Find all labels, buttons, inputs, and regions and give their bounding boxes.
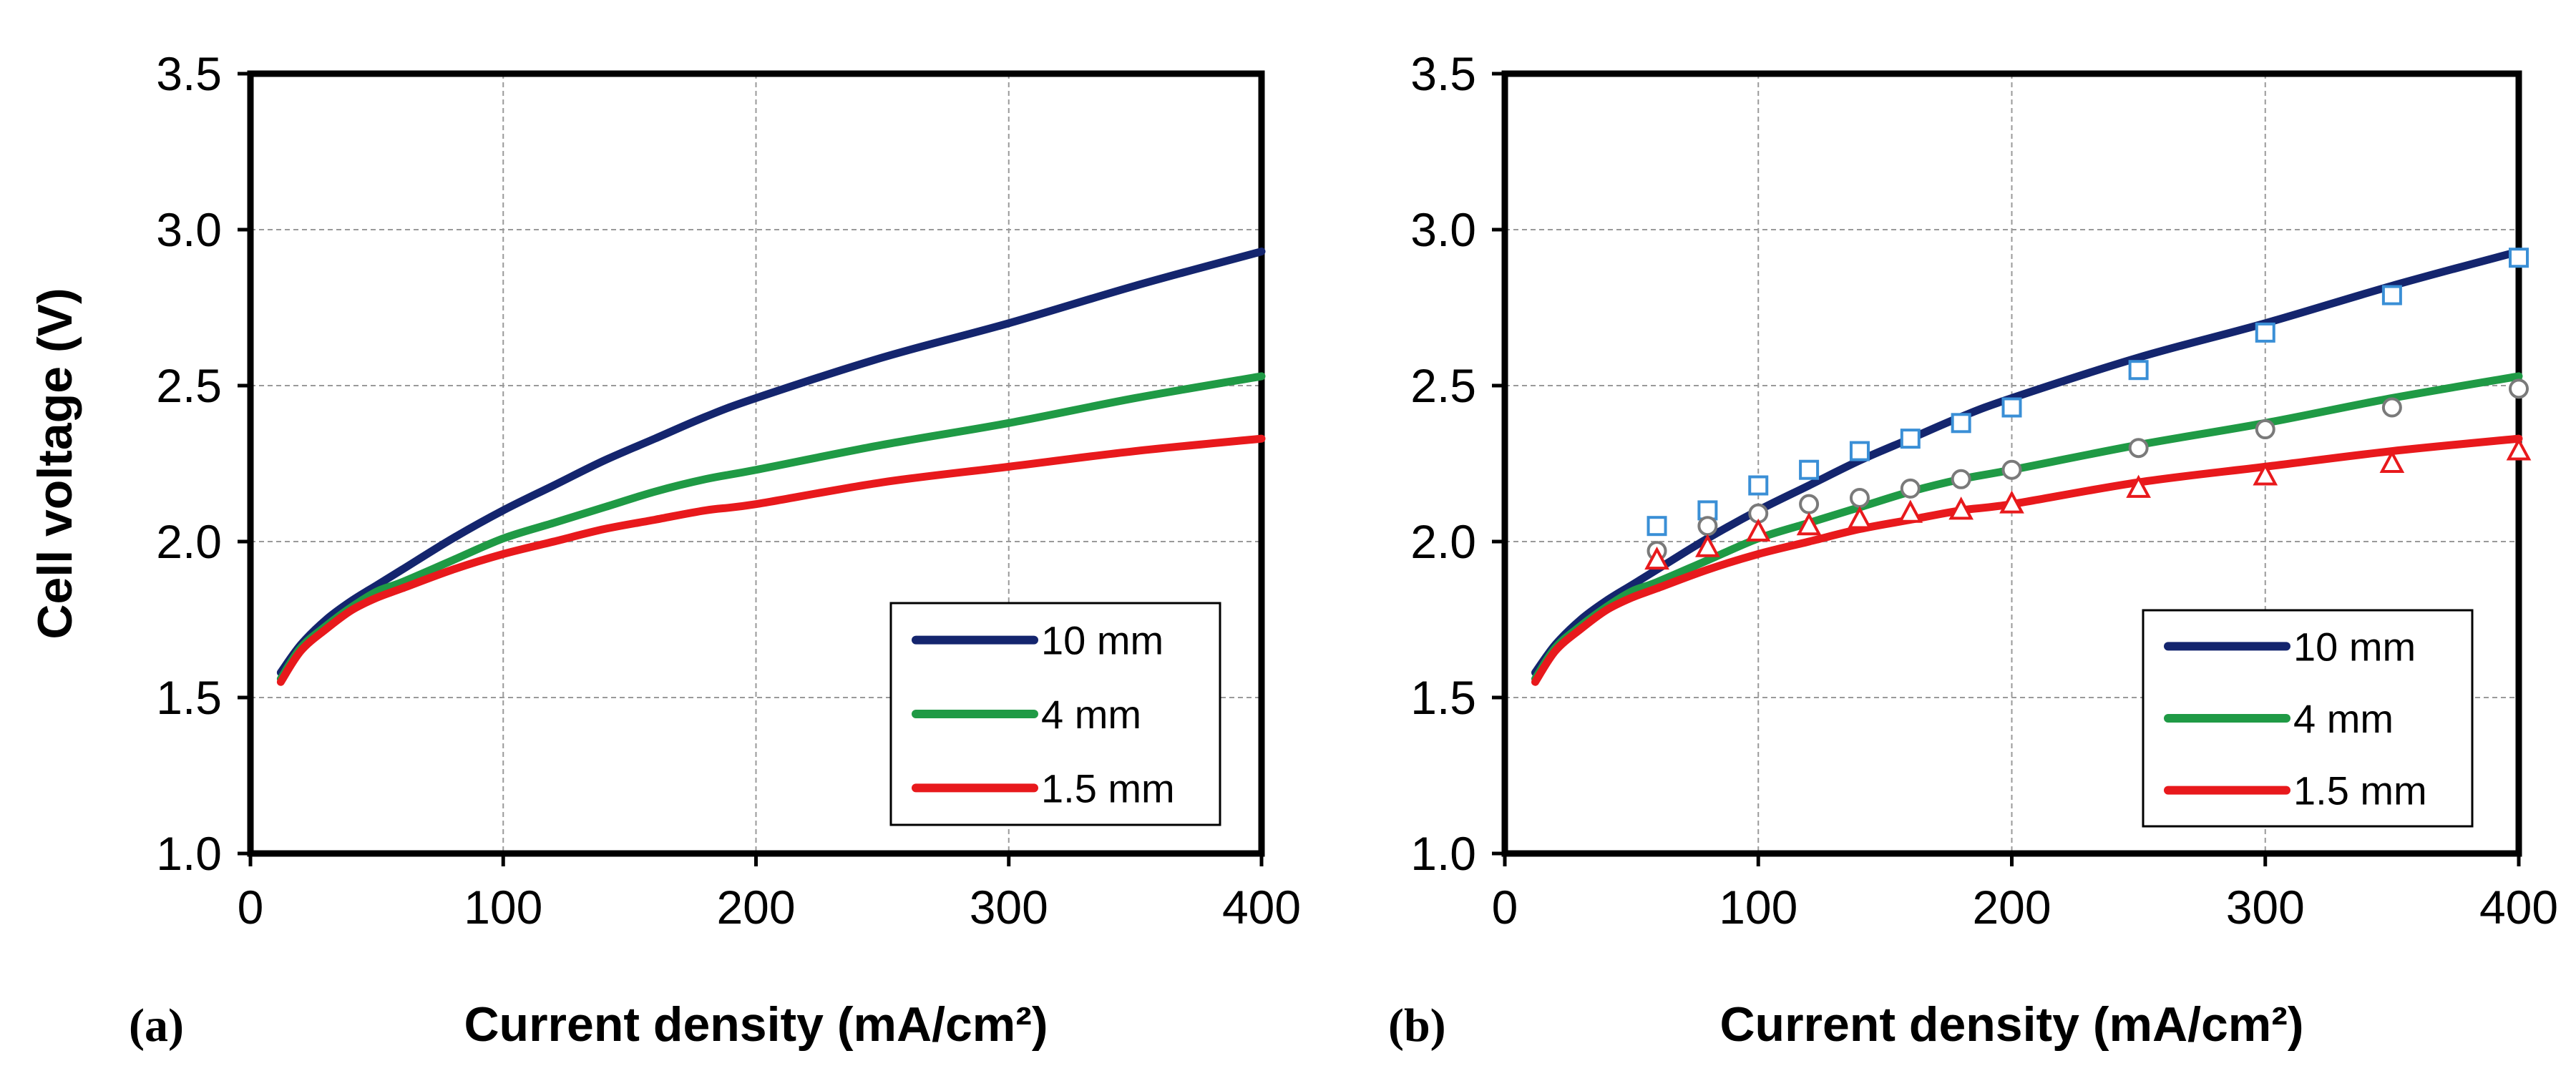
- legend-label: 4 mm: [1041, 692, 1141, 737]
- legend-label: 10 mm: [2293, 624, 2416, 669]
- x-tick-label: 300: [2226, 881, 2305, 934]
- measured-point-triangle: [1948, 496, 1974, 520]
- panel-a: 0 100 200 300 400 1.0 1.5 2.0 2.5 3.0 3.5 Current d…: [28, 47, 1301, 1052]
- y-tick-label: 3.0: [156, 203, 222, 256]
- measured-point-circle: [2255, 419, 2275, 440]
- y-tick-label: 1.5: [1410, 671, 1476, 724]
- measured-point-circle: [2001, 459, 2022, 480]
- legend-label: 10 mm: [1041, 618, 1163, 663]
- legend-label: 4 mm: [2293, 696, 2394, 741]
- y-tick-label: 2.5: [156, 359, 222, 412]
- x-axis-title: Current density (mA/cm²): [1719, 997, 2303, 1052]
- x-tick-label: 400: [2479, 881, 2558, 934]
- x-tick-label: 100: [464, 881, 542, 934]
- measured-point-square: [1646, 516, 1667, 537]
- measured-point-square: [2509, 248, 2529, 268]
- y-tick-label: 1.0: [156, 827, 222, 880]
- measured-point-circle: [1900, 478, 1921, 499]
- measured-point-triangle: [2379, 449, 2405, 473]
- x-tick-label: 400: [1222, 881, 1301, 934]
- measured-point-triangle: [2506, 437, 2532, 461]
- measured-point-triangle: [1847, 506, 1873, 529]
- measured-point-square: [1849, 441, 1870, 461]
- x-tick-label: 300: [970, 881, 1048, 934]
- y-tick-label: 3.5: [1410, 47, 1476, 100]
- measured-point-triangle: [2253, 462, 2278, 486]
- measured-point-square: [2255, 322, 2275, 343]
- legend-label: 1.5 mm: [1041, 765, 1175, 811]
- y-tick-label: 3.0: [1410, 203, 1476, 256]
- measured-point-triangle: [2126, 474, 2151, 498]
- series-line-10mm: [276, 248, 1266, 677]
- x-tick-label: 100: [1719, 881, 1797, 934]
- panel-label: (b): [1388, 999, 1446, 1052]
- measured-point-square: [2001, 397, 2022, 418]
- x-axis-title: Current density (mA/cm²): [464, 997, 1048, 1052]
- y-tick-label: 2.0: [156, 515, 222, 568]
- y-tick-label: 2.5: [1410, 359, 1476, 412]
- series-line-15mm: [276, 434, 1266, 686]
- measured-point-square: [1799, 459, 1820, 480]
- measured-point-circle: [2381, 397, 2402, 418]
- x-tick-label: 0: [238, 881, 264, 934]
- panel-b: 0 100 200 300 400 1.0 1.5 2.0 2.5 3.0 3.5 Current d…: [1388, 47, 2558, 1052]
- measured-point-triangle: [1999, 490, 2024, 514]
- y-tick-label: 2.0: [1410, 515, 1476, 568]
- measured-point-triangle: [1745, 518, 1771, 542]
- measured-point-circle: [2128, 438, 2149, 459]
- measured-point-circle: [1849, 487, 1870, 508]
- measured-point-circle: [1697, 516, 1718, 537]
- legend: 10 mm 4 mm 1.5 mm: [2142, 609, 2474, 828]
- measured-point-circle: [1951, 469, 1971, 489]
- legend: 10 mm 4 mm 1.5 mm: [889, 602, 1221, 826]
- x-tick-label: 0: [1492, 881, 1518, 934]
- measured-point-circle: [2509, 378, 2529, 399]
- measured-point-triangle: [1796, 512, 1822, 536]
- measured-point-square: [1748, 475, 1769, 496]
- measured-point-square: [1900, 429, 1921, 449]
- measured-point-triangle: [1644, 546, 1669, 570]
- x-tick-label: 200: [716, 881, 795, 934]
- panel-label: (a): [129, 999, 184, 1052]
- legend-label: 1.5 mm: [2293, 768, 2427, 813]
- measured-point-circle: [1799, 494, 1820, 514]
- measured-point-triangle: [1695, 534, 1720, 557]
- measured-point-triangle: [1898, 499, 1923, 523]
- y-tick-label: 1.5: [156, 671, 222, 724]
- measured-point-square: [1951, 413, 1971, 434]
- measured-point-square: [2381, 285, 2402, 305]
- y-tick-label: 3.5: [156, 47, 222, 100]
- measured-point-square: [2128, 360, 2149, 381]
- y-axis-title: Cell voltage (V): [28, 288, 82, 639]
- y-tick-label: 1.0: [1410, 827, 1476, 880]
- x-tick-label: 200: [1972, 881, 2051, 934]
